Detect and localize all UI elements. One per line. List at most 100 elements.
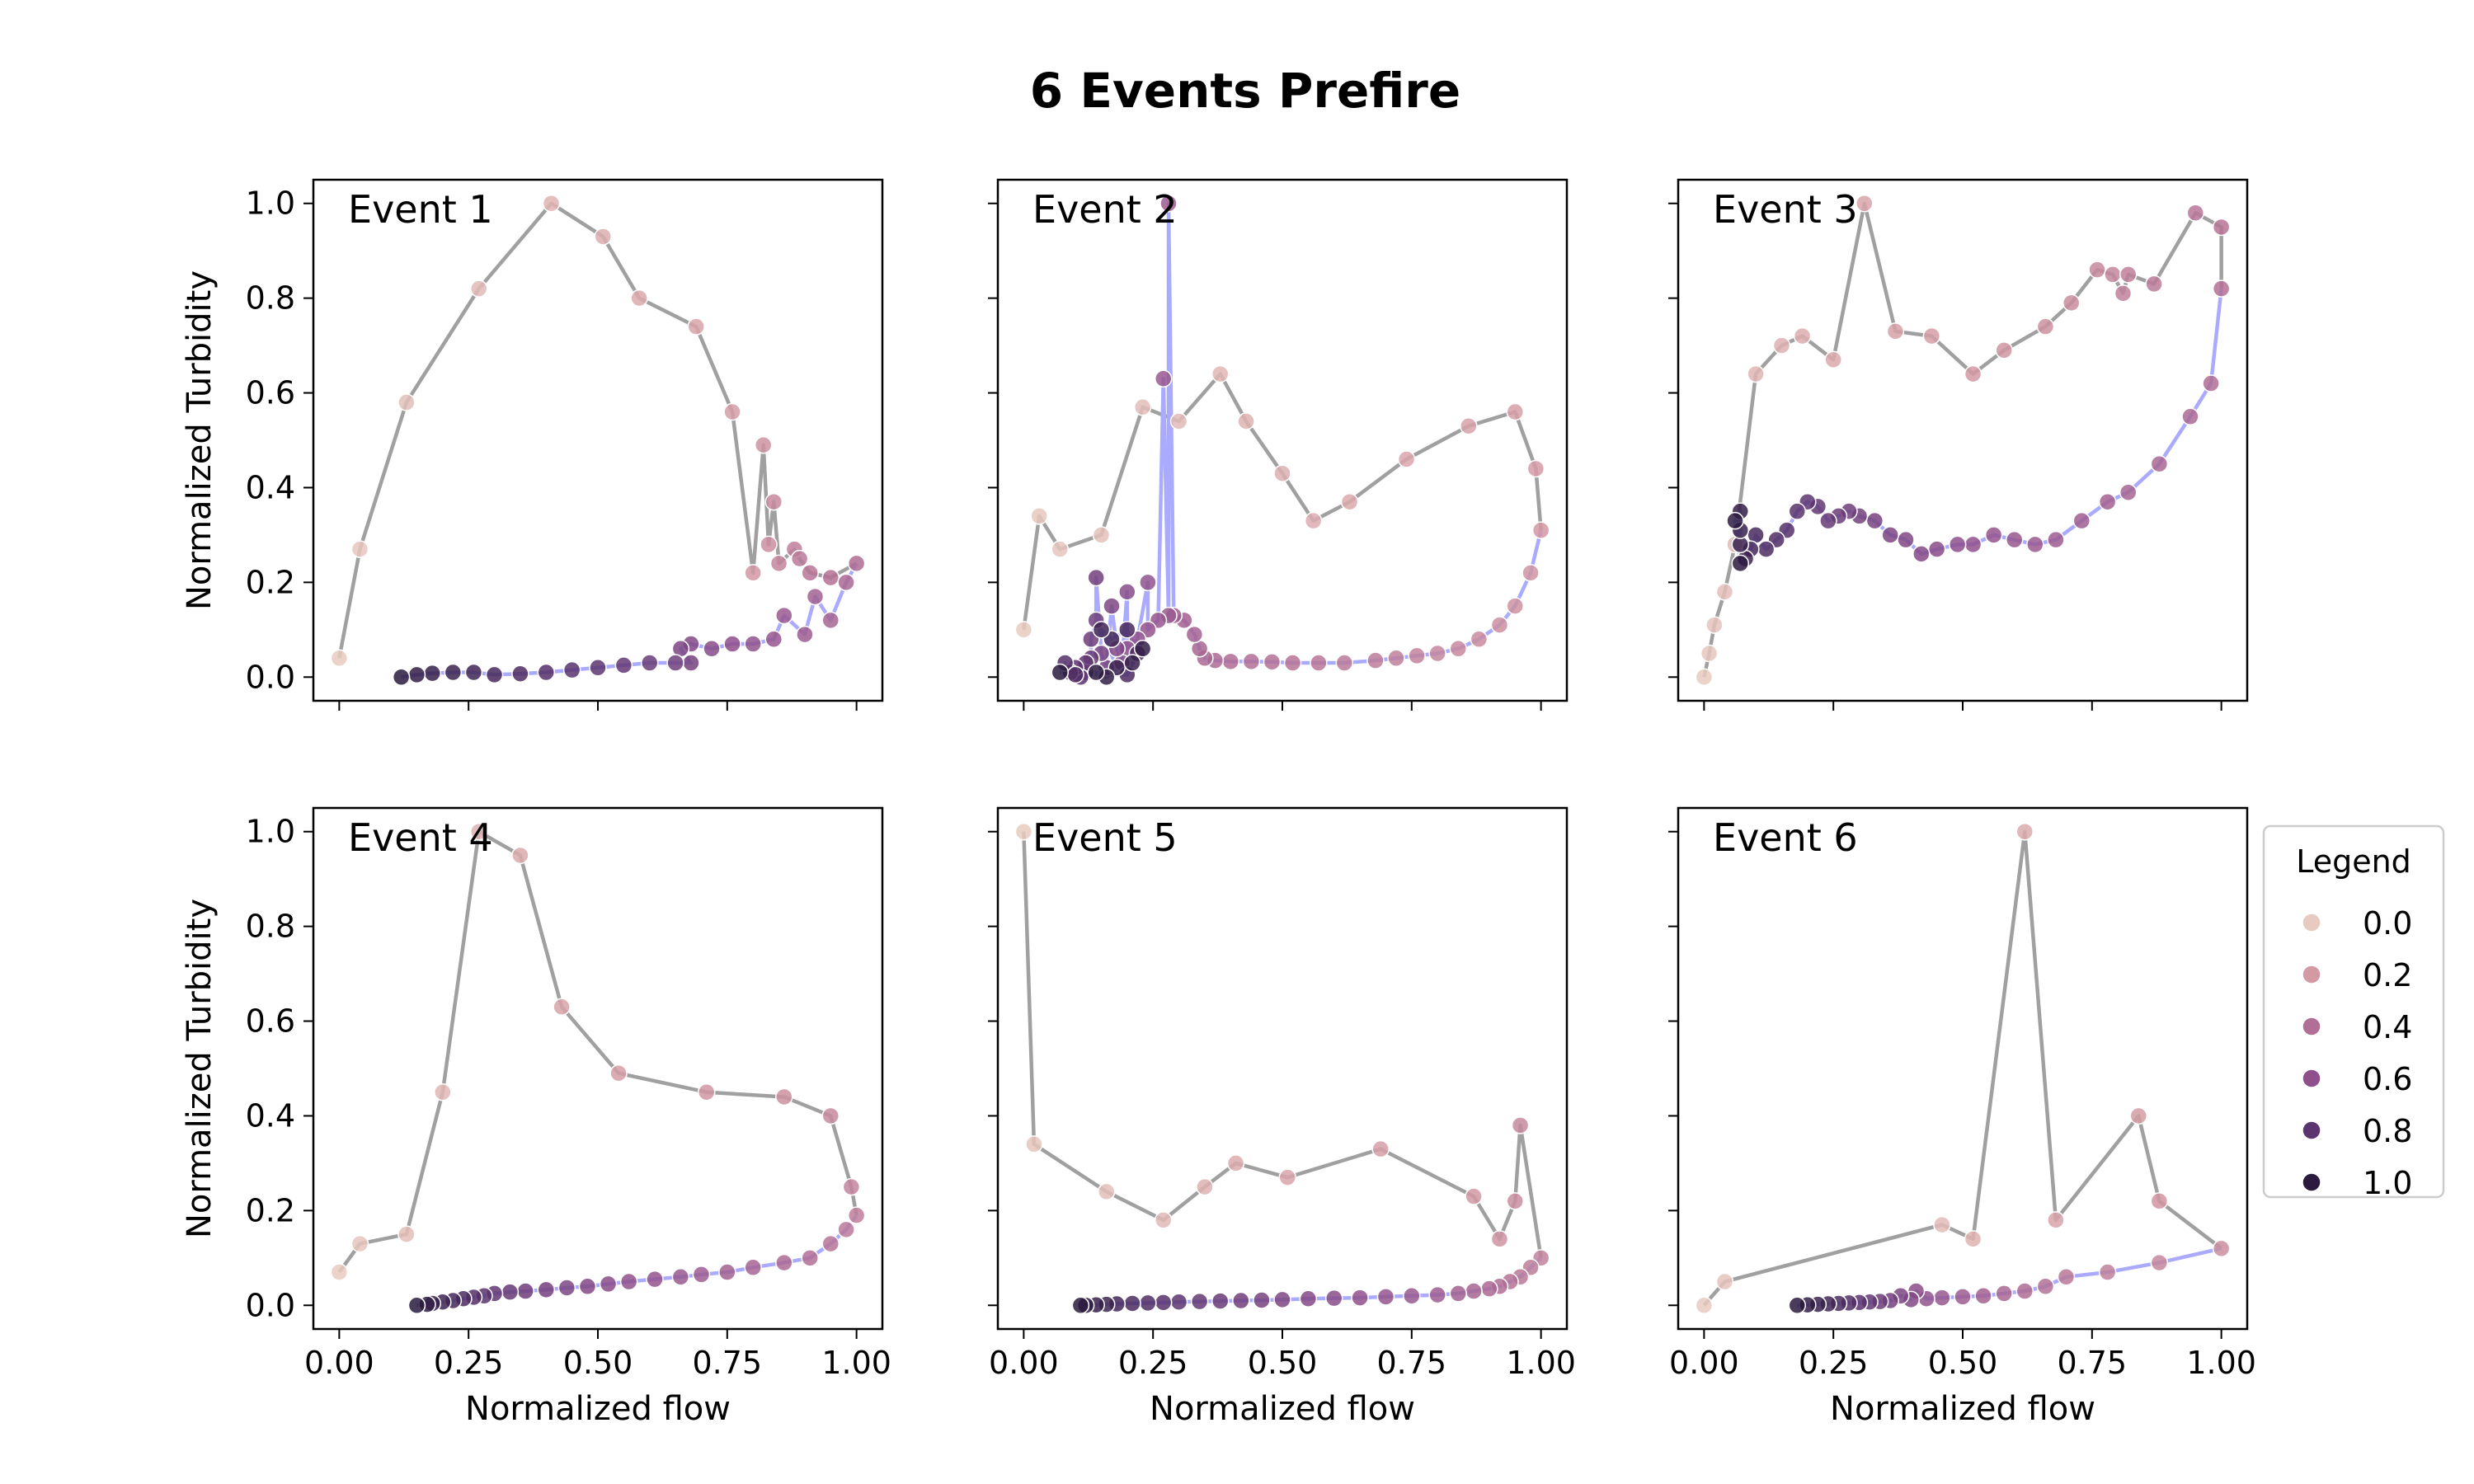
x-tick-label: 0.25 [1799, 1345, 1869, 1381]
data-point [1865, 511, 1884, 530]
data-point [407, 665, 426, 684]
data-point [1014, 621, 1033, 639]
data-point [847, 1206, 866, 1224]
x-tick-label: 0.00 [989, 1345, 1059, 1381]
data-point [1123, 1294, 1141, 1313]
data-point [1154, 369, 1173, 388]
data-point [469, 279, 488, 298]
data-point [1351, 1289, 1369, 1307]
data-point [801, 1249, 819, 1267]
y-tick-label: 0.6 [246, 375, 295, 411]
data-point [1824, 350, 1842, 369]
data-point [1278, 1168, 1297, 1186]
legend-marker [2302, 1172, 2321, 1192]
data-point [640, 654, 659, 672]
data-point [1449, 1284, 1468, 1303]
data-point [1526, 459, 1545, 478]
data-point [594, 228, 613, 246]
data-point [2088, 261, 2106, 279]
data-point [769, 554, 788, 573]
data-point [511, 846, 529, 865]
data-point [1397, 450, 1416, 468]
data-point [1695, 1296, 1714, 1315]
data-point [2015, 1282, 2034, 1300]
data-point [1715, 583, 1734, 601]
data-point [1103, 597, 1121, 615]
data-point [1221, 652, 1240, 671]
data-point [847, 554, 866, 573]
data-point [697, 1082, 716, 1101]
data-point [2026, 535, 2044, 554]
data-point [469, 822, 488, 841]
data-point [1490, 1230, 1509, 1248]
data-point [1984, 526, 2003, 544]
data-point [330, 1263, 349, 1281]
data-point [1886, 322, 1905, 340]
rising-limb-line [1702, 829, 2223, 1307]
legend-entry-label: 0.0 [2363, 905, 2412, 942]
data-point [2150, 454, 2169, 473]
data-point [1700, 644, 1719, 663]
plot-area [1695, 194, 2231, 687]
data-point [775, 1087, 793, 1106]
data-point [1154, 1211, 1173, 1229]
data-point [1387, 649, 1405, 668]
data-point [350, 1234, 369, 1253]
legend-marker [2302, 1068, 2321, 1088]
data-point [2202, 374, 2220, 392]
data-point [775, 606, 793, 625]
data-point [1118, 621, 1136, 639]
data-point [1995, 1284, 2013, 1303]
y-axis-label: Normalized Turbidity [181, 270, 219, 610]
data-point [2036, 1277, 2055, 1296]
data-point [1731, 554, 1750, 573]
legend-marker [2302, 913, 2321, 932]
data-point [537, 1280, 556, 1299]
data-point [1190, 1292, 1209, 1311]
data-point [1747, 364, 1765, 383]
data-point [562, 660, 581, 679]
data-point [1030, 507, 1048, 525]
data-point [557, 1279, 576, 1297]
data-point [744, 1258, 762, 1277]
data-point [1856, 194, 1874, 213]
rising-limb-line [337, 829, 858, 1274]
subplot-grid: 0.0 0.2 0.4 0.6 0.8 1.0 Event 1 Normalized Turb… [181, 178, 2256, 1428]
data-point [2119, 265, 2138, 284]
y-tick-label: 0.8 [246, 909, 295, 945]
subplot-event-1: 0.0 0.2 0.4 0.6 0.8 1.0 Event 1 Normalized Turb… [181, 178, 884, 711]
rising-limb-line [1702, 201, 2223, 678]
x-tick-label: 0.75 [2058, 1345, 2128, 1381]
data-point [1366, 651, 1385, 669]
data-point [397, 1225, 416, 1243]
event-label: Event 2 [1032, 187, 1178, 232]
data-point [1793, 326, 1812, 345]
data-point [1705, 616, 1724, 634]
data-point [1154, 1294, 1173, 1312]
x-tick-label: 0.75 [1377, 1345, 1447, 1381]
data-point [1522, 564, 1540, 582]
data-point [537, 663, 556, 682]
data-point [1211, 364, 1230, 383]
data-point [821, 611, 840, 630]
data-point [1428, 1285, 1446, 1304]
y-tick-label: 1.0 [246, 186, 295, 222]
data-point [1211, 1292, 1230, 1310]
plot-area [1014, 822, 1550, 1315]
data-point [1995, 341, 2013, 359]
data-point [1014, 822, 1033, 841]
plot-area [330, 822, 866, 1315]
data-point [1133, 398, 1152, 416]
data-point [821, 1234, 840, 1253]
legend-entry-label: 0.8 [2363, 1113, 2412, 1149]
data-point [1506, 402, 1525, 421]
data-point [609, 1064, 628, 1082]
data-point [1092, 526, 1111, 544]
data-point [1465, 1187, 1483, 1205]
data-point [744, 635, 762, 653]
data-point [2036, 317, 2055, 336]
data-point [1490, 616, 1509, 634]
x-tick-label: 0.25 [1118, 1345, 1188, 1381]
x-axis-label: Normalized flow [1830, 1390, 2095, 1428]
data-point [1449, 640, 1468, 658]
